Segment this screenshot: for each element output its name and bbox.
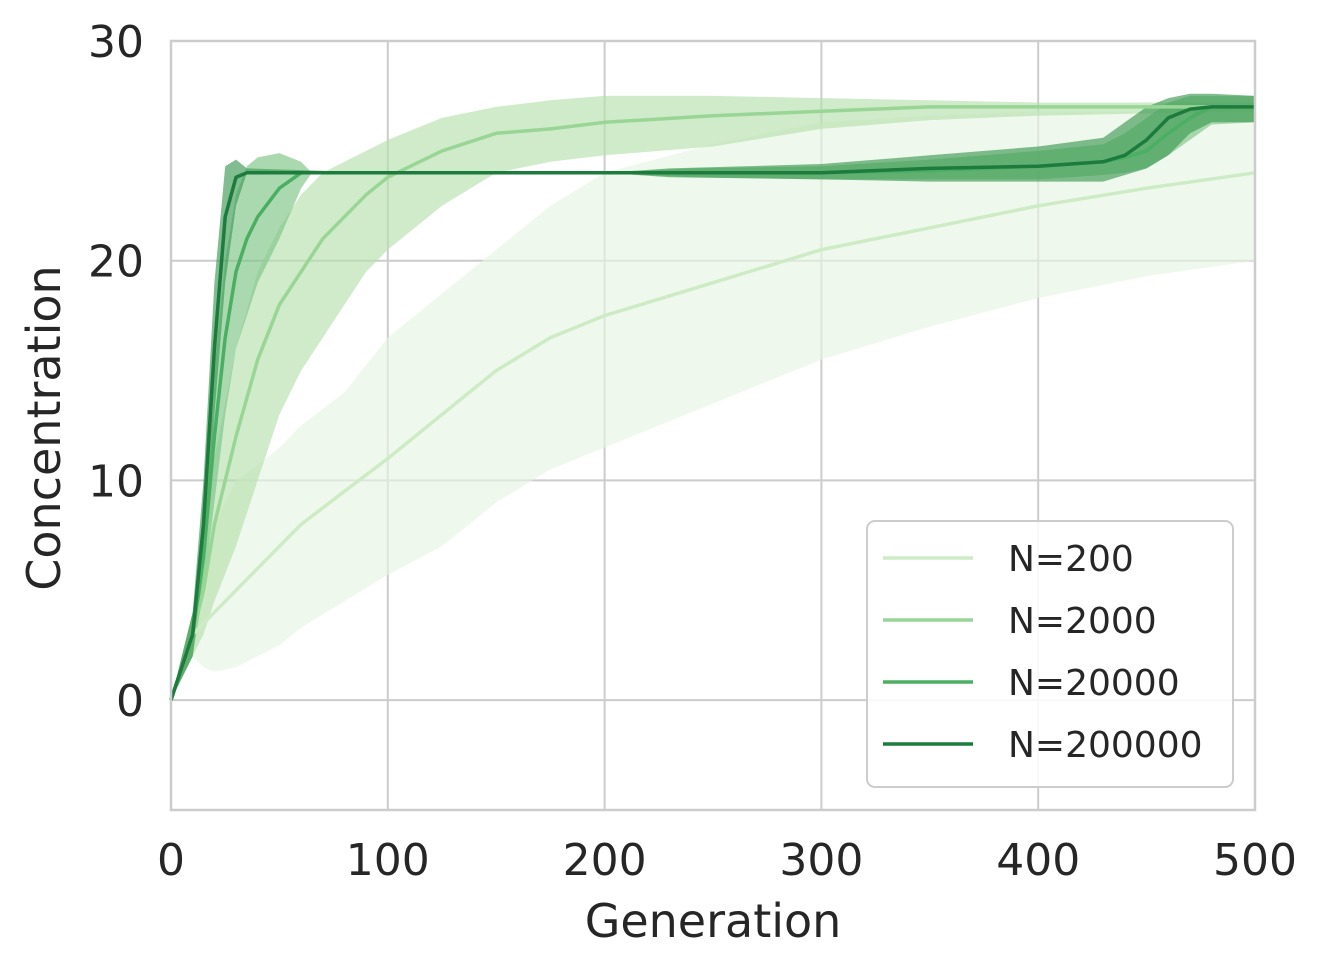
x-axis-label: Generation [585,894,842,948]
legend-label-2: N=20000 [1008,663,1180,704]
band-series-0 [171,106,1255,701]
x-tick-label-5: 500 [1213,835,1297,886]
x-tick-labels: 0 100 200 300 400 500 [157,835,1297,886]
plot-frame [169,39,1257,812]
y-tick-label-1: 10 [88,456,144,507]
line-series-3 [169,105,1255,701]
legend-box [866,520,1234,788]
line-series-0 [169,171,1256,701]
legend-label-3: N=200000 [1008,725,1203,766]
y-tick-labels: 0 10 20 30 [88,17,144,727]
x-tick-label-4: 400 [996,835,1080,886]
legend-label-1: N=2000 [1008,601,1157,642]
band-series-3 [171,93,1255,701]
x-tick-label-2: 200 [563,835,647,886]
legend: N=200 N=2000 N=20000 N=200000 [866,520,1234,788]
legend-label-0: N=200 [1008,539,1134,580]
y-tick-label-3: 30 [88,17,144,68]
series-lines [169,105,1256,701]
x-tick-label-3: 300 [779,835,863,886]
y-axis-label: Concentration [17,265,71,590]
x-tick-label-1: 100 [346,835,430,886]
confidence-bands [171,93,1255,701]
y-tick-label-2: 20 [88,237,144,288]
x-tick-label-0: 0 [157,835,185,886]
y-tick-label-0: 0 [116,676,144,727]
line-series-1 [169,105,1255,701]
